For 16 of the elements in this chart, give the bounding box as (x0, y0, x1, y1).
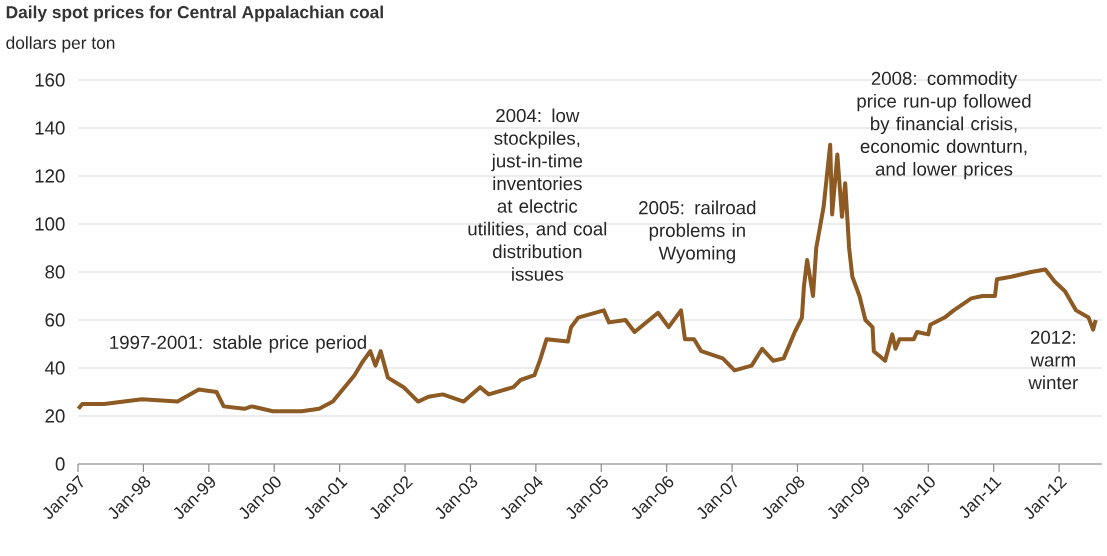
y-tick-label: 40 (44, 361, 65, 375)
y-tick-label: 0 (55, 457, 65, 471)
annotation: 2004: low stockpiles, just-in-time inventories at electric utilities, and coal distribution issues (468, 108, 607, 281)
y-tick-label: 80 (45, 265, 65, 279)
annotation: 2012: warm winter (1028, 330, 1078, 390)
annotation: 1997-2001: stable price period (110, 335, 366, 353)
y-tick-label: 60 (45, 313, 65, 327)
y-tick-label: 140 (35, 121, 65, 135)
chart-title: Daily spot prices for Central Appalachian coal (6, 5, 383, 22)
y-tick-label: 160 (35, 73, 65, 87)
annotation: 2005: railroad problems in Wyoming (639, 200, 756, 264)
y-axis-title: dollars per ton (6, 36, 115, 53)
y-tick-label: 120 (35, 169, 65, 183)
annotation: 2008: commodity price run-up followed by financial crisis, economic downturn, and lower prices (857, 71, 1031, 180)
y-tick-label: 20 (45, 409, 65, 423)
y-tick-label: 100 (35, 217, 65, 231)
